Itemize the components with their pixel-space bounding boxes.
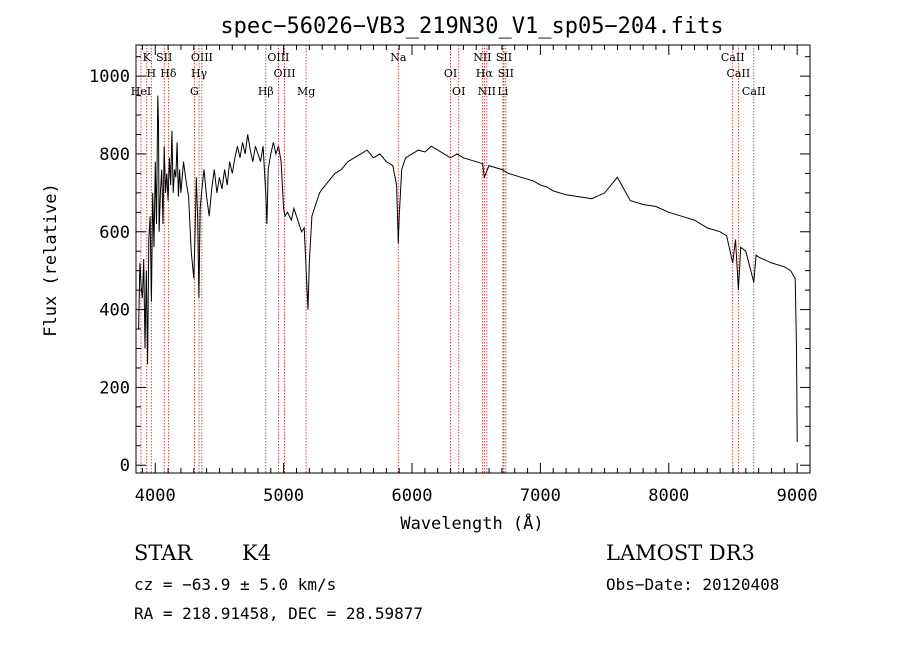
subclass-label: K4 (242, 541, 271, 565)
reference-line-label: Mg (297, 85, 315, 98)
reference-line-label: SII (498, 67, 514, 80)
reference-line-label: OI (444, 67, 457, 80)
y-tick-label: 400 (99, 301, 130, 321)
reference-line-label: NII (473, 51, 491, 64)
reference-line-label: Na (390, 51, 407, 64)
reference-line-label: OIII (191, 51, 213, 64)
x-tick-label: 4000 (135, 486, 176, 506)
reference-lines (140, 45, 755, 473)
radec-readout: RA = 218.91458, DEC = 28.59877 (134, 604, 423, 623)
y-tick-label: 200 (99, 378, 130, 398)
reference-line-label: CaII (742, 85, 766, 98)
reference-line-label: NII (478, 85, 496, 98)
reference-line-label: OIII (267, 51, 289, 64)
reference-line-label: HeI (131, 85, 151, 98)
reference-line-label: SII (496, 51, 512, 64)
x-tick-label: 9000 (777, 486, 818, 506)
reference-line-label: G (190, 85, 199, 98)
x-axis-label: Wavelength (Å) (400, 512, 543, 534)
reference-line-label: K (143, 51, 152, 64)
reference-line-label: H (146, 67, 156, 80)
reference-line-label: OI (452, 85, 465, 98)
spectrum-series (138, 95, 798, 442)
y-tick-label: 0 (120, 456, 130, 476)
y-tick-label: 1000 (89, 67, 130, 87)
reference-line-label: CaII (727, 67, 751, 80)
x-tick-label: 5000 (263, 486, 304, 506)
y-axis-label: Flux (relative) (41, 183, 61, 337)
reference-labels: KHHeISIIHδGOIIIHγHβOIIIOIIIMgNaOIOINIIHα… (131, 51, 766, 98)
reference-line-label: Hδ (160, 67, 177, 80)
y-tick-label: 600 (99, 223, 130, 243)
x-tick-label: 7000 (520, 486, 561, 506)
reference-line-label: Hβ (258, 85, 274, 98)
reference-line-label: Li (497, 85, 508, 98)
obsdate-readout: Obs−Date: 20120408 (606, 575, 779, 594)
survey-label: LAMOST DR3 (606, 541, 755, 565)
class-label: STAR (134, 541, 193, 565)
reference-line-label: OIII (274, 67, 296, 80)
reference-line-label: CaII (721, 51, 745, 64)
y-tick-label: 800 (99, 145, 130, 165)
reference-line-label: Hγ (191, 67, 208, 80)
cz-readout: cz = −63.9 ± 5.0 km/s (134, 575, 336, 594)
x-tick-label: 8000 (648, 486, 689, 506)
reference-line-label: Hα (476, 67, 494, 80)
reference-line-label: SII (156, 51, 172, 64)
axis-ticks: 4000 5000 6000 7000 8000 9000 0 200 400 600 800 100… (89, 45, 818, 506)
x-tick-label: 6000 (392, 486, 433, 506)
spectrum-line (138, 95, 798, 442)
chart-title: spec−56026−VB3_219N30_V1_sp05−204.fits (220, 14, 723, 39)
plot-frame (135, 44, 811, 474)
